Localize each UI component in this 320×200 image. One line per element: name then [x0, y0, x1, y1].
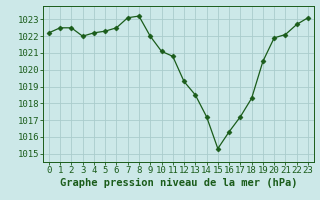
X-axis label: Graphe pression niveau de la mer (hPa): Graphe pression niveau de la mer (hPa): [60, 178, 297, 188]
